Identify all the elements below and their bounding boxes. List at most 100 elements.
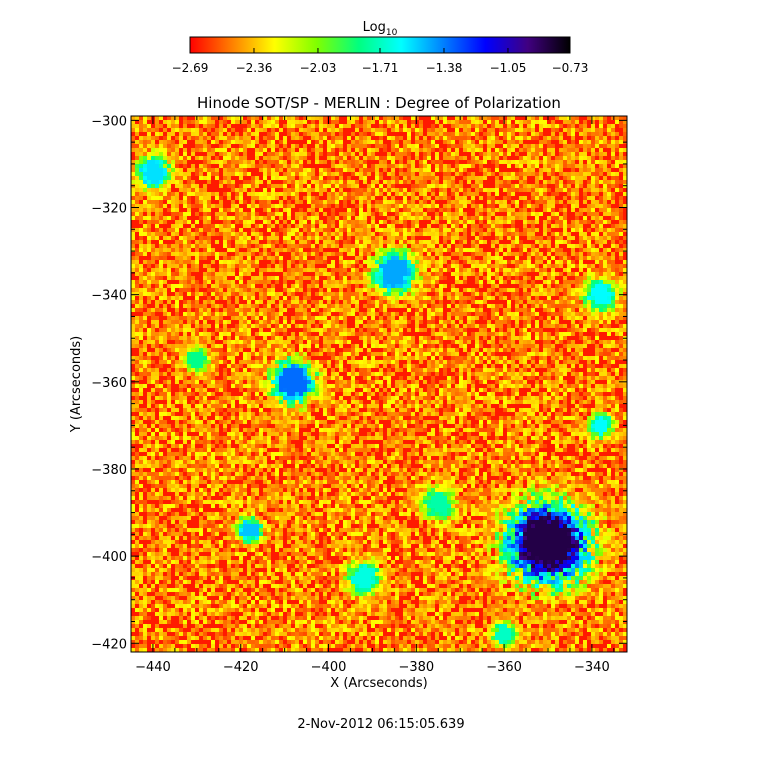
heatmap-cell — [219, 164, 223, 168]
heatmap-cell — [523, 284, 527, 288]
heatmap-cell — [607, 128, 611, 132]
heatmap-cell — [435, 220, 439, 224]
heatmap-cell — [543, 136, 547, 140]
heatmap-cell — [555, 212, 559, 216]
heatmap-cell — [423, 328, 427, 332]
heatmap-cell — [475, 264, 479, 268]
heatmap-cell — [567, 312, 571, 316]
heatmap-cell — [451, 184, 455, 188]
heatmap-cell — [395, 164, 399, 168]
heatmap-cell — [191, 236, 195, 240]
heatmap-cell — [603, 324, 607, 328]
heatmap-cell — [187, 280, 191, 284]
heatmap-cell — [195, 200, 199, 204]
heatmap-cell — [539, 252, 543, 256]
heatmap-cell — [435, 160, 439, 164]
heatmap-cell — [263, 236, 267, 240]
heatmap-cell — [603, 308, 607, 312]
heatmap-cell — [159, 288, 163, 292]
heatmap-cell — [255, 148, 259, 152]
heatmap-cell — [151, 196, 155, 200]
heatmap-cell — [363, 276, 367, 280]
heatmap-cell — [287, 288, 291, 292]
heatmap-cell — [467, 160, 471, 164]
heatmap-cell — [199, 148, 203, 152]
heatmap-cell — [443, 212, 447, 216]
heatmap-cell — [551, 120, 555, 124]
heatmap-cell — [563, 188, 567, 192]
heatmap-cell — [611, 164, 615, 168]
heatmap-cell — [287, 324, 291, 328]
heatmap-cell — [279, 176, 283, 180]
heatmap-cell — [611, 236, 615, 240]
heatmap-cell — [235, 120, 239, 124]
heatmap-cell — [255, 312, 259, 316]
heatmap-cell — [215, 176, 219, 180]
heatmap-cell — [135, 268, 139, 272]
heatmap-cell — [619, 312, 623, 316]
heatmap-cell — [199, 144, 203, 148]
heatmap-cell — [371, 140, 375, 144]
heatmap-cell — [391, 156, 395, 160]
heatmap-cell — [347, 148, 351, 152]
heatmap-cell — [183, 140, 187, 144]
heatmap-cell — [199, 156, 203, 160]
heatmap-cell — [295, 188, 299, 192]
heatmap-cell — [199, 244, 203, 248]
heatmap-cell — [279, 160, 283, 164]
heatmap-cell — [427, 300, 431, 304]
heatmap-cell — [131, 116, 135, 120]
heatmap-cell — [271, 260, 275, 264]
heatmap-cell — [183, 200, 187, 204]
heatmap-cell — [471, 192, 475, 196]
heatmap-cell — [279, 168, 283, 172]
heatmap-cell — [367, 252, 371, 256]
heatmap-cell — [167, 160, 171, 164]
heatmap-cell — [179, 264, 183, 268]
heatmap-cell — [551, 216, 555, 220]
heatmap-cell — [511, 240, 515, 244]
heatmap-cell — [207, 172, 211, 176]
heatmap-cell — [319, 300, 323, 304]
heatmap-cell — [619, 308, 623, 312]
heatmap-cell — [587, 128, 591, 132]
heatmap-cell — [367, 312, 371, 316]
heatmap-cell — [167, 208, 171, 212]
heatmap-cell — [207, 316, 211, 320]
heatmap-cell — [327, 220, 331, 224]
heatmap-cell — [227, 160, 231, 164]
heatmap-cell — [511, 208, 515, 212]
heatmap-cell — [231, 236, 235, 240]
heatmap-cell — [359, 296, 363, 300]
heatmap-cell — [423, 276, 427, 280]
heatmap-cell — [259, 224, 263, 228]
heatmap-cell — [279, 244, 283, 248]
heatmap-cell — [135, 280, 139, 284]
heatmap-cell — [131, 168, 135, 172]
heatmap-cell — [531, 236, 535, 240]
heatmap-cell — [479, 312, 483, 316]
heatmap-cell — [347, 292, 351, 296]
heatmap-cell — [523, 156, 527, 160]
heatmap-cell — [451, 156, 455, 160]
heatmap-cell — [439, 252, 443, 256]
heatmap-cell — [623, 292, 627, 296]
heatmap-cell — [199, 256, 203, 260]
heatmap-cell — [463, 212, 467, 216]
heatmap-cell — [367, 140, 371, 144]
heatmap-cell — [147, 220, 151, 224]
heatmap-cell — [455, 268, 459, 272]
heatmap-cell — [407, 136, 411, 140]
heatmap-cell — [343, 244, 347, 248]
heatmap-cell — [187, 248, 191, 252]
heatmap-cell — [595, 204, 599, 208]
heatmap-cell — [147, 280, 151, 284]
heatmap-cell — [507, 300, 511, 304]
heatmap-cell — [447, 156, 451, 160]
heatmap-cell — [215, 168, 219, 172]
heatmap-cell — [143, 176, 147, 180]
heatmap-cell — [195, 148, 199, 152]
heatmap-cell — [391, 164, 395, 168]
heatmap-cell — [143, 164, 147, 168]
heatmap-cell — [383, 284, 387, 288]
